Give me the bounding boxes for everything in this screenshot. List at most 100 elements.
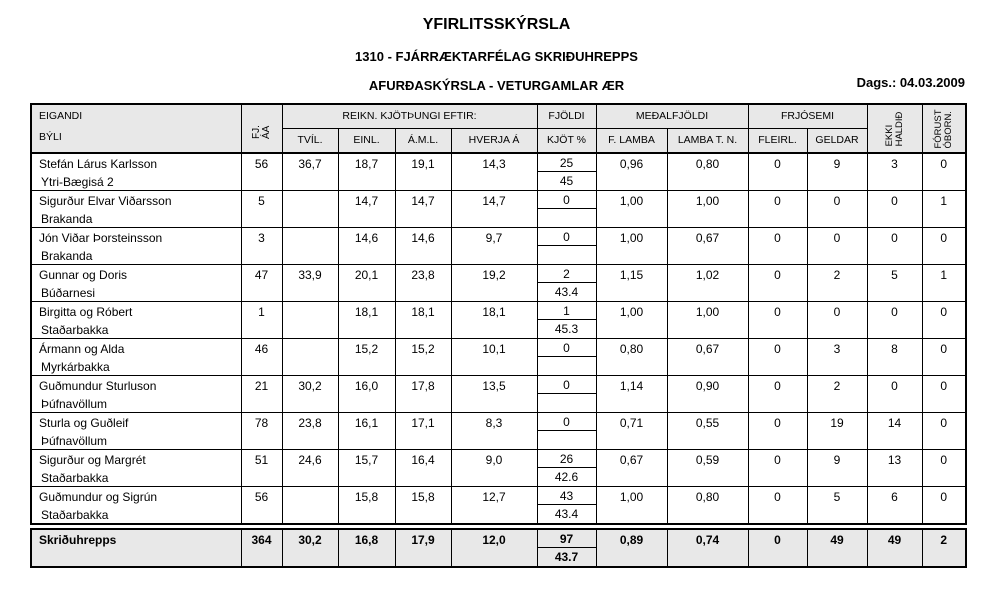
cell-f-lamba: 1,00 <box>595 227 668 265</box>
header-owner-byli: EIGANDI BÝLI <box>30 103 242 154</box>
owner-farm-cell: Sturla og Guðleif Þúfnavöllum <box>30 412 242 450</box>
table-body: Stefán Lárus Karlsson Ytri-Bægisá 2 56 3… <box>30 152 967 525</box>
cell-geldar: 0 <box>806 227 868 265</box>
cell-kjot: 1 45.3 <box>536 301 597 339</box>
cell-fleirl: 0 <box>747 338 808 376</box>
total-fleirl: 0 <box>747 528 808 568</box>
cell-tvil <box>281 227 339 265</box>
cell-forust-oborn: 0 <box>921 152 967 191</box>
total-tvil: 30,2 <box>281 528 339 568</box>
cell-einl: 20,1 <box>337 264 396 302</box>
kjot-count: 0 <box>538 229 595 246</box>
cell-fleirl: 0 <box>747 449 808 487</box>
table-row: Sigurður og Margrét Staðarbakka 51 24,6 … <box>30 449 967 487</box>
header-group-reikn: REIKN. KJÖTÞUNGI EFTIR: <box>281 103 538 129</box>
kjot-count: 0 <box>538 192 595 209</box>
cell-kjot: 0 <box>536 375 597 413</box>
cell-lamba-tn: 0,80 <box>666 486 749 525</box>
kjot-count: 2 <box>538 266 595 283</box>
totals-row: Skriðuhrepps 364 30,2 16,8 17,9 12,0 97 … <box>30 528 967 568</box>
cell-lamba-tn: 0,67 <box>666 338 749 376</box>
owner-farm-cell: Birgitta og Róbert Staðarbakka <box>30 301 242 339</box>
cell-aml: 18,1 <box>394 301 452 339</box>
cell-geldar: 0 <box>806 301 868 339</box>
farm-name: Búðarnesi <box>41 286 96 300</box>
owner-name: Ármann og Alda <box>39 342 125 356</box>
cell-kjot: 25 45 <box>536 152 597 191</box>
table-row: Sigurður Elvar Viðarsson Brakanda 5 14,7… <box>30 190 967 228</box>
owner-name: Sigurður og Margrét <box>39 453 146 467</box>
cell-ekki-haldid: 8 <box>866 338 923 376</box>
total-fj-aa: 364 <box>240 528 283 568</box>
kjot-percent: 43.7 <box>554 550 579 564</box>
cell-ekki-haldid: 6 <box>866 486 923 525</box>
cell-aml: 17,8 <box>394 375 452 413</box>
header-fleirl: FLEIRL. <box>747 127 808 154</box>
cell-aml: 15,2 <box>394 338 452 376</box>
cell-tvil: 30,2 <box>281 375 339 413</box>
kjot-percent <box>538 209 595 227</box>
owner-name: Jón Viðar Þorsteinsson <box>39 231 163 245</box>
cell-f-lamba: 0,67 <box>595 449 668 487</box>
kjot-count: 26 <box>538 451 595 468</box>
table-row: Guðmundur og Sigrún Staðarbakka 56 15,8 … <box>30 486 967 525</box>
cell-forust-oborn: 1 <box>921 264 967 302</box>
cell-geldar: 2 <box>806 375 868 413</box>
table-row: Gunnar og Doris Búðarnesi 47 33,9 20,1 2… <box>30 264 967 302</box>
table-header: EIGANDI BÝLI FJ. ÁA REIKN. KJÖTÞUNGI EFT… <box>30 103 967 154</box>
total-ekki-haldid: 49 <box>866 528 923 568</box>
cell-ekki-haldid: 3 <box>866 152 923 191</box>
table-row: Stefán Lárus Karlsson Ytri-Bægisá 2 56 3… <box>30 152 967 191</box>
cell-f-lamba: 1,00 <box>595 190 668 228</box>
cell-lamba-tn: 0,80 <box>666 152 749 191</box>
header-eigandi: EIGANDI <box>39 110 83 122</box>
farm-name: Staðarbakka <box>41 323 109 337</box>
kjot-percent <box>538 431 595 449</box>
cell-geldar: 9 <box>806 449 868 487</box>
cell-forust-oborn: 0 <box>921 227 967 265</box>
cell-kjot: 26 42.6 <box>536 449 597 487</box>
kjot-percent: 42.6 <box>554 470 579 484</box>
cell-aml: 23,8 <box>394 264 452 302</box>
kjot-count: 0 <box>538 414 595 431</box>
cell-einl: 14,7 <box>337 190 396 228</box>
total-aml: 17,9 <box>394 528 452 568</box>
cell-einl: 18,7 <box>337 152 396 191</box>
owner-name: Stefán Lárus Karlsson <box>39 157 158 171</box>
table-row: Birgitta og Róbert Staðarbakka 1 18,1 18… <box>30 301 967 339</box>
cell-fj-aa: 3 <box>240 227 283 265</box>
cell-fj-aa: 47 <box>240 264 283 302</box>
cell-ekki-haldid: 0 <box>866 375 923 413</box>
header-byli: BÝLI <box>39 131 62 143</box>
cell-hverja-a: 9,7 <box>450 227 538 265</box>
cell-einl: 15,8 <box>337 486 396 525</box>
kjot-count: 1 <box>538 303 595 320</box>
cell-forust-oborn: 0 <box>921 301 967 339</box>
cell-aml: 16,4 <box>394 449 452 487</box>
header-group-fjoldi: FJÖLDI <box>536 103 597 129</box>
cell-ekki-haldid: 0 <box>866 190 923 228</box>
report-table: EIGANDI BÝLI FJ. ÁA REIKN. KJÖTÞUNGI EFT… <box>30 103 968 525</box>
cell-hverja-a: 9,0 <box>450 449 538 487</box>
farm-name: Þúfnavöllum <box>41 397 108 411</box>
cell-kjot: 0 <box>536 227 597 265</box>
cell-forust-oborn: 0 <box>921 486 967 525</box>
cell-fleirl: 0 <box>747 301 808 339</box>
total-f-lamba: 0,89 <box>595 528 668 568</box>
owner-farm-cell: Jón Viðar Þorsteinsson Brakanda <box>30 227 242 265</box>
report-title: YFIRLITSSKÝRSLA <box>422 16 571 33</box>
farm-name: Myrkárbakka <box>41 360 110 374</box>
kjot-percent <box>538 357 595 375</box>
table-row: Jón Viðar Þorsteinsson Brakanda 3 14,6 1… <box>30 227 967 265</box>
cell-kjot: 0 <box>536 190 597 228</box>
cell-einl: 16,1 <box>337 412 396 450</box>
cell-kjot: 2 43.4 <box>536 264 597 302</box>
cell-einl: 15,7 <box>337 449 396 487</box>
header-einl: EINL. <box>337 127 396 154</box>
header-group-medalfjoldi: MEÐALFJÖLDI <box>595 103 749 129</box>
owner-name: Sturla og Guðleif <box>39 416 129 430</box>
cell-forust-oborn: 0 <box>921 449 967 487</box>
cell-tvil <box>281 190 339 228</box>
header-f-lamba: F. LAMBA <box>595 127 668 154</box>
cell-ekki-haldid: 5 <box>866 264 923 302</box>
